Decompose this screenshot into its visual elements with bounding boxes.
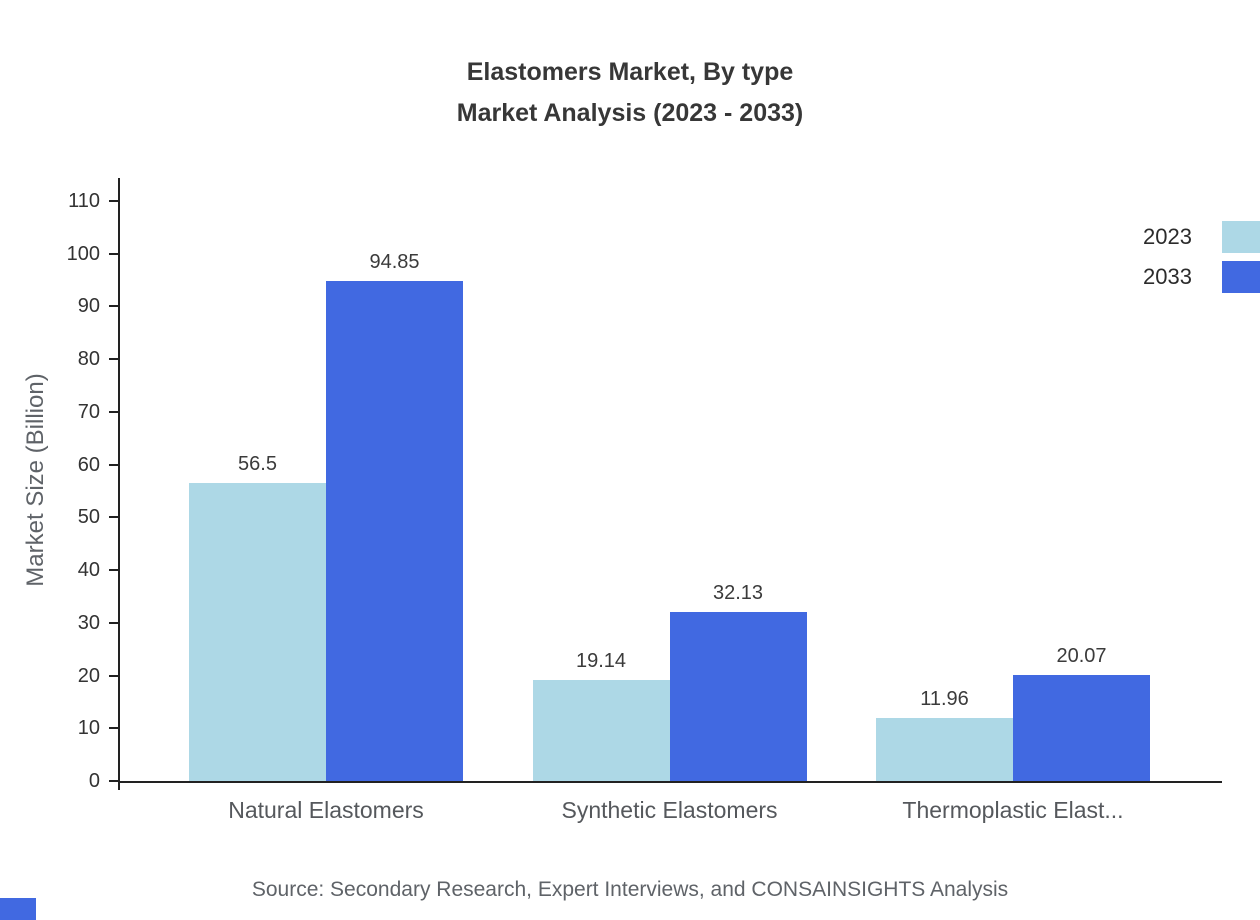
y-tick-label: 40 <box>77 559 100 582</box>
bar-value-label: 20.07 <box>1056 645 1107 668</box>
y-tick-mark <box>109 252 118 255</box>
chart-title: Elastomers Market, By type Market Analys… <box>0 52 1260 134</box>
y-axis-line <box>118 178 120 790</box>
y-tick-label: 110 <box>68 190 100 212</box>
source-note: Source: Secondary Research, Expert Inter… <box>251 878 1009 901</box>
bar-2023-2 <box>876 717 1013 781</box>
legend-label-2033: 2033 <box>1143 264 1192 289</box>
y-tick-label: 30 <box>77 611 100 634</box>
chart-title-line-2: Market Analysis (2023 - 2033) <box>456 99 804 127</box>
bar-2033-2 <box>1013 675 1150 781</box>
y-tick-mark <box>109 463 118 466</box>
y-tick-label: 80 <box>77 348 100 371</box>
y-tick-label: 90 <box>77 295 100 318</box>
y-tick-mark <box>109 200 118 202</box>
y-tick-mark <box>109 780 118 782</box>
y-tick-mark <box>109 516 118 519</box>
brand-mark <box>0 898 36 920</box>
chart-title-line-1: Elastomers Market, By type <box>466 58 794 86</box>
y-tick-label: 70 <box>77 400 100 423</box>
y-tick-mark <box>109 410 118 413</box>
y-tick-label: 10 <box>77 717 100 740</box>
y-tick-label: 50 <box>77 506 100 529</box>
legend-swatch-2023 <box>1222 221 1260 253</box>
bar-value-label: 56.5 <box>238 453 277 476</box>
y-tick-label: 20 <box>77 664 100 687</box>
bar-value-label: 94.85 <box>369 250 420 273</box>
legend-swatch-2033 <box>1222 261 1260 293</box>
y-tick-label: 0 <box>88 770 100 792</box>
bar-2023-1 <box>532 680 670 781</box>
x-axis-line <box>118 781 1222 783</box>
y-tick-label: 60 <box>77 453 100 476</box>
legend-item-2023: 2023 <box>1080 221 1260 253</box>
y-tick-mark <box>109 674 118 677</box>
y-tick-mark <box>109 621 118 624</box>
y-tick-mark <box>109 305 118 308</box>
x-category-label: Synthetic Elastomers <box>561 797 778 823</box>
y-tick-mark <box>109 358 118 361</box>
bar-2033-0 <box>326 280 463 781</box>
x-category-label: Thermoplastic Elast... <box>902 797 1124 823</box>
y-tick-mark <box>109 727 118 730</box>
bar-value-label: 11.96 <box>920 687 969 710</box>
bar-2023-0 <box>189 483 326 781</box>
y-tick-mark <box>109 569 118 572</box>
bar-2033-1 <box>669 611 807 781</box>
bar-value-label: 32.13 <box>712 581 764 604</box>
legend-item-2033: 2033 <box>1080 261 1260 293</box>
x-category-label: Natural Elastomers <box>228 797 424 823</box>
legend-label-2023: 2023 <box>1143 224 1192 249</box>
bar-value-label: 19.14 <box>575 650 627 673</box>
y-tick-label: 100 <box>66 242 100 265</box>
